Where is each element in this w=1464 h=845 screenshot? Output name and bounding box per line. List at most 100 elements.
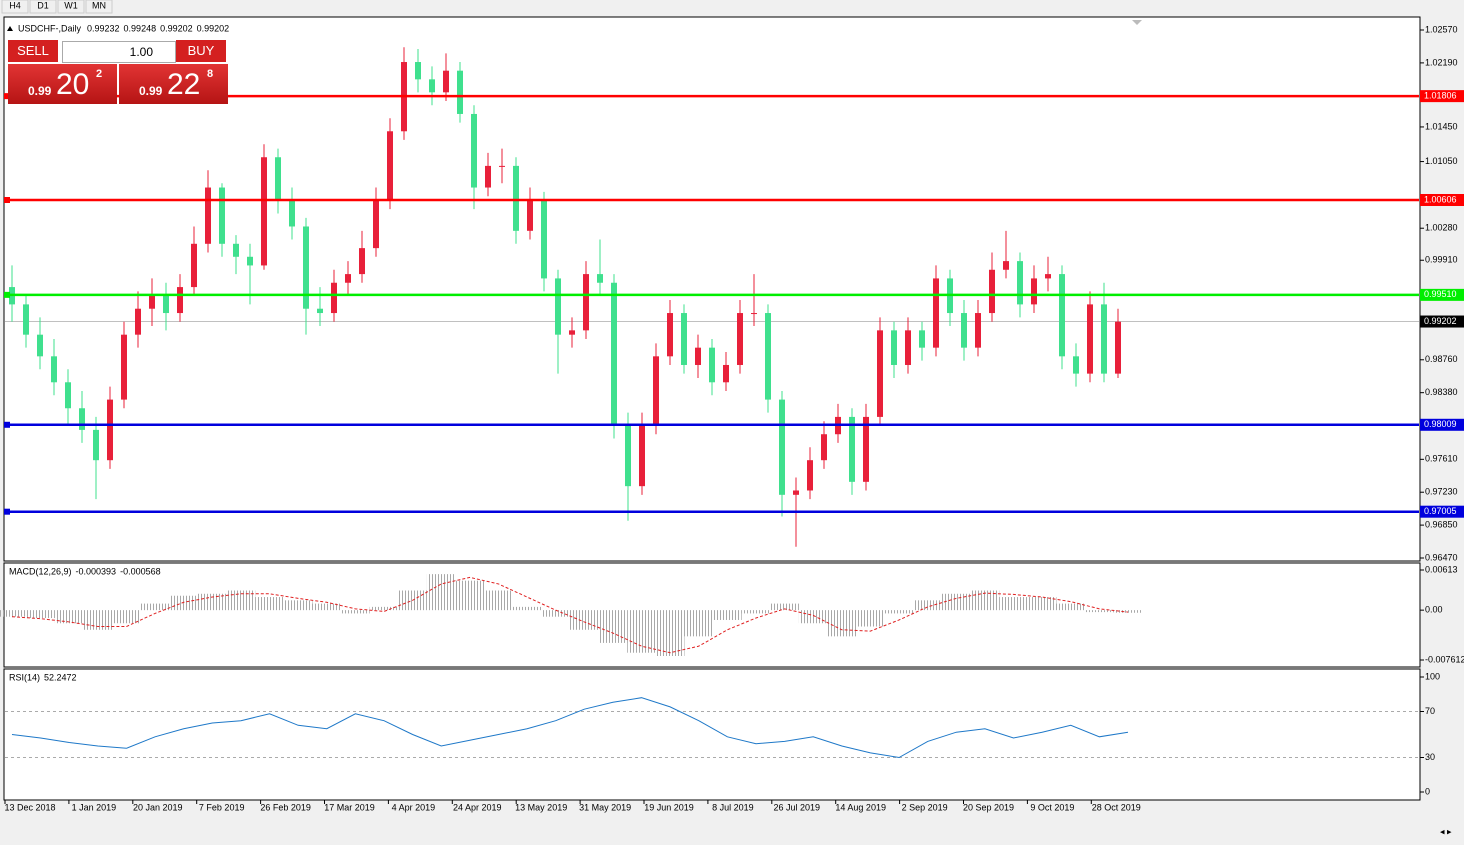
x-tick-label: 13 Dec 2018 — [4, 802, 55, 812]
macd-bar — [369, 606, 399, 611]
candle-body — [177, 287, 183, 314]
candle-body — [1087, 304, 1093, 374]
candle-body — [1101, 304, 1107, 374]
price-pips: 20 — [56, 68, 90, 101]
candle-body — [317, 308, 323, 314]
candle-body — [359, 248, 365, 275]
macd-bar — [913, 600, 942, 611]
candle-body — [261, 157, 267, 266]
level-label: 0.99510 — [1424, 289, 1457, 299]
lot-value[interactable]: 1.00 — [129, 45, 153, 59]
level-handle[interactable] — [4, 93, 10, 100]
lot-input[interactable]: 1.00 — [62, 41, 176, 63]
sell-button[interactable]: SELL — [8, 40, 58, 62]
timeframe-tab — [85, 0, 113, 14]
macd-bar — [512, 606, 542, 611]
ohlc-value: 0.99232 — [87, 23, 120, 33]
timeframe-hit[interactable] — [58, 0, 84, 13]
y-tick-label: 0.00613 — [1425, 564, 1458, 574]
current-price-bg — [1420, 315, 1464, 328]
price-point: 8 — [207, 68, 214, 80]
price-big: 0.99 — [139, 84, 163, 98]
candle-body — [275, 157, 281, 201]
timeframe-hit[interactable] — [2, 0, 28, 13]
sell-price[interactable]: 0.99 20 2 — [8, 64, 117, 104]
timeframe-hit[interactable] — [86, 0, 112, 13]
timeframe-hit[interactable] — [30, 0, 56, 13]
x-tick-label: 28 Oct 2019 — [1092, 802, 1141, 812]
candle-body — [51, 356, 57, 383]
candle-body — [933, 278, 939, 348]
candle-body — [443, 70, 449, 93]
candle-body — [905, 330, 911, 365]
x-tick-label: 4 Apr 2019 — [392, 802, 436, 812]
buy-price[interactable]: 0.99 22 8 — [119, 64, 228, 104]
candle-body — [709, 347, 715, 383]
candle-body — [429, 79, 435, 93]
candle-body — [583, 274, 589, 331]
y-tick-label: 1.02190 — [1425, 57, 1458, 67]
timeframe-tab — [1, 0, 29, 14]
candle-body — [1073, 356, 1079, 374]
candle-body — [513, 165, 519, 231]
candle-body — [499, 165, 505, 167]
x-tick-label: 8 Jul 2019 — [712, 802, 754, 812]
tab-scroll[interactable]: ◂ ▸ — [1440, 826, 1452, 836]
candle-body — [807, 460, 813, 491]
macd-bar — [570, 610, 599, 630]
macd-readout: -0.000568 — [120, 566, 161, 576]
y-tick-label: 1.01050 — [1425, 156, 1458, 166]
x-tick-label: 31 May 2019 — [579, 802, 631, 812]
macd-bar — [770, 603, 799, 611]
candle-body — [1017, 261, 1023, 305]
level-handle[interactable] — [4, 196, 10, 203]
candle-body — [877, 330, 883, 417]
y-tick-label: -0.007612 — [1425, 654, 1464, 664]
macd-bar — [1085, 610, 1114, 613]
level-label-bg — [1420, 505, 1464, 518]
candle-body — [863, 416, 869, 482]
x-tick-label: 24 Apr 2019 — [453, 802, 502, 812]
candle-body — [765, 313, 771, 400]
level-handle[interactable] — [4, 291, 10, 298]
candle-body — [555, 278, 561, 335]
candle-body — [331, 282, 337, 314]
x-tick-label: 19 Jun 2019 — [644, 802, 694, 812]
macd-bar — [341, 610, 370, 614]
candle-body — [191, 243, 197, 288]
level-handle[interactable] — [4, 421, 10, 428]
buy-button[interactable]: BUY — [176, 40, 226, 62]
y-tick-label: 0.99910 — [1425, 255, 1458, 265]
candle-body — [541, 200, 547, 279]
y-tick-label: 70 — [1425, 706, 1435, 716]
candle-body — [135, 308, 141, 335]
candle-body — [149, 295, 155, 309]
rsi-line — [11, 697, 1129, 759]
candle-body — [611, 282, 617, 426]
x-tick-label: 20 Sep 2019 — [963, 802, 1014, 812]
y-tick-label: 0.96470 — [1425, 552, 1458, 562]
candle-body — [653, 356, 659, 426]
x-tick-label: 20 Jan 2019 — [133, 802, 183, 812]
candle-body — [107, 399, 113, 461]
macd-bar — [798, 610, 828, 624]
rsi-panel — [3, 668, 1421, 801]
macd-bar — [169, 595, 198, 611]
tab-bar — [0, 820, 1464, 845]
candle-body — [121, 334, 127, 400]
collapse-icon[interactable] — [7, 26, 13, 31]
macd-bar — [112, 610, 141, 624]
level-handle[interactable] — [4, 508, 10, 515]
timeframe-label: W1 — [64, 0, 78, 10]
macd-bar — [942, 593, 971, 611]
x-tick-label: 17 Mar 2019 — [324, 802, 375, 812]
candle-body — [345, 274, 351, 283]
macd-bar — [684, 610, 714, 637]
level-label: 0.98009 — [1424, 419, 1457, 429]
candle-body — [1115, 321, 1121, 374]
macd-bar — [0, 610, 27, 617]
candle-body — [1045, 274, 1051, 279]
timeframe-bar — [0, 0, 1464, 15]
candle-body — [79, 408, 85, 430]
y-tick-label: 0.96850 — [1425, 519, 1458, 529]
